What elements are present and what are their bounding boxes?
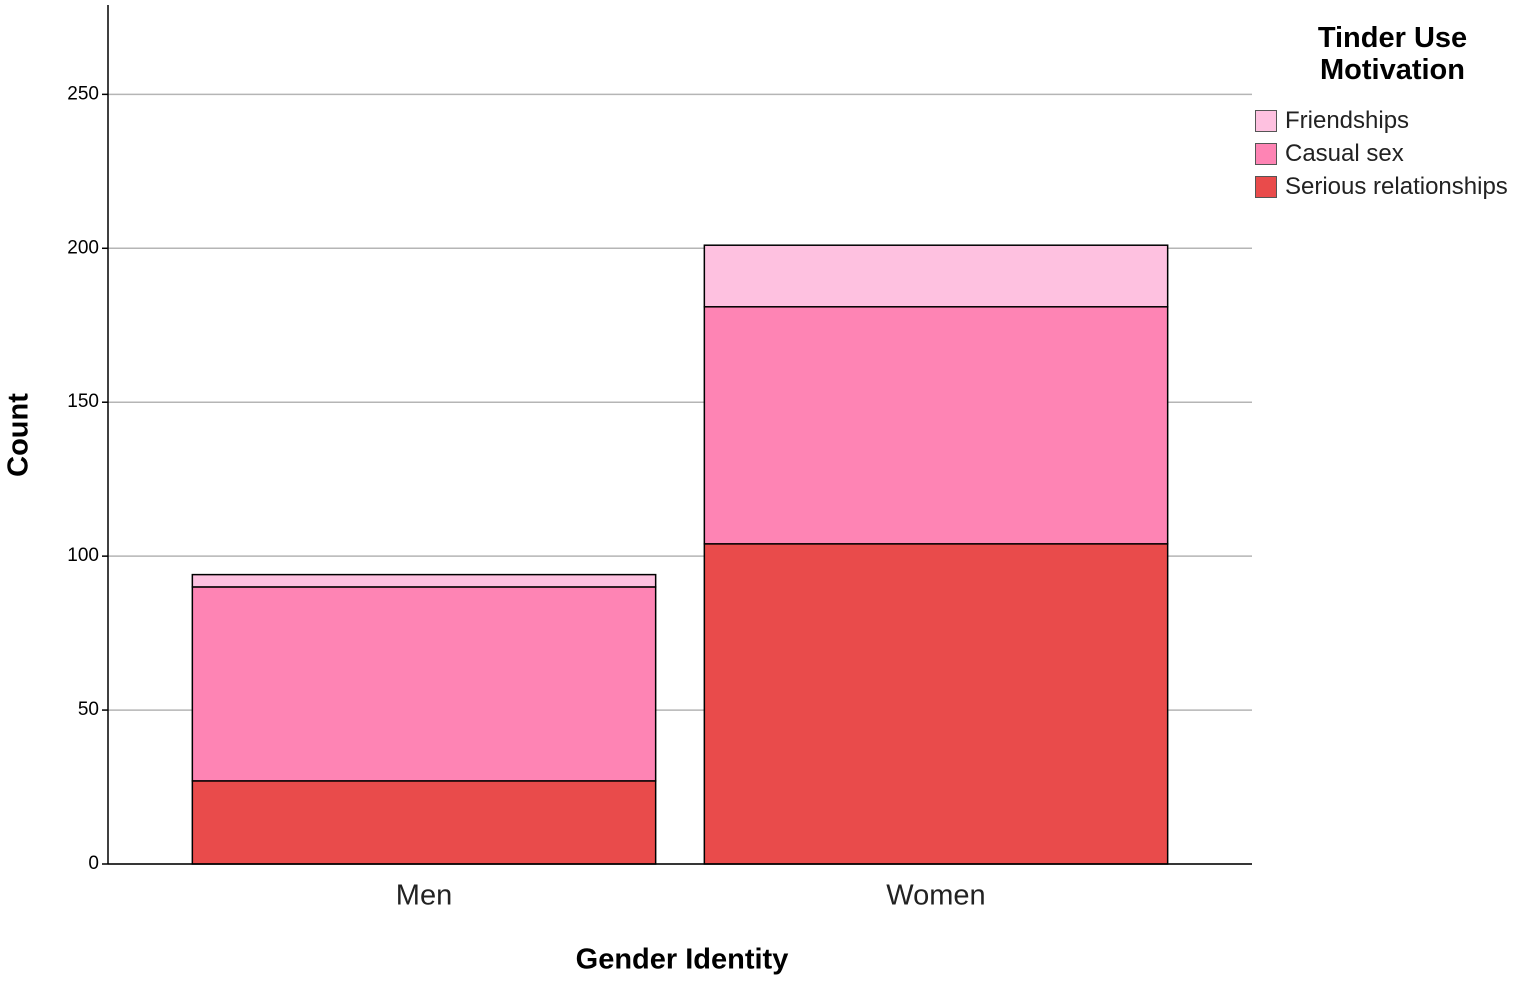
- legend-swatch: [1255, 109, 1277, 132]
- y-tick-label: 100: [67, 545, 99, 566]
- y-tick-label: 250: [67, 83, 99, 104]
- bar-segment: [703, 306, 1169, 545]
- y-tick-label: 200: [67, 237, 99, 258]
- legend-item: Friendships: [1255, 104, 1508, 137]
- y-tick-label: 150: [67, 391, 99, 412]
- bar-segment: [191, 573, 657, 588]
- bar-segment: [703, 543, 1169, 865]
- y-tick-label: 50: [78, 699, 99, 720]
- legend-item: Serious relationships: [1255, 170, 1508, 203]
- bar-segment: [191, 586, 657, 782]
- legend-item: Casual sex: [1255, 137, 1508, 170]
- legend-label: Friendships: [1285, 106, 1410, 134]
- x-tick-label: Women: [886, 880, 985, 912]
- bar-segment: [191, 780, 657, 865]
- legend-title: Tinder Use Motivation: [1317, 22, 1468, 86]
- legend-label: Casual sex: [1285, 139, 1404, 167]
- legend-swatch: [1255, 175, 1277, 198]
- y-tick-label: 0: [88, 853, 99, 874]
- legend-label: Serious relationships: [1285, 172, 1508, 200]
- y-axis-title: Count: [3, 393, 35, 477]
- bar-segment: [703, 244, 1169, 308]
- x-axis-title: Gender Identity: [576, 944, 789, 976]
- x-tick-label: Men: [396, 880, 452, 912]
- legend-swatch: [1255, 142, 1277, 165]
- legend: Friendships Casual sex Serious relationshi…: [1255, 104, 1508, 203]
